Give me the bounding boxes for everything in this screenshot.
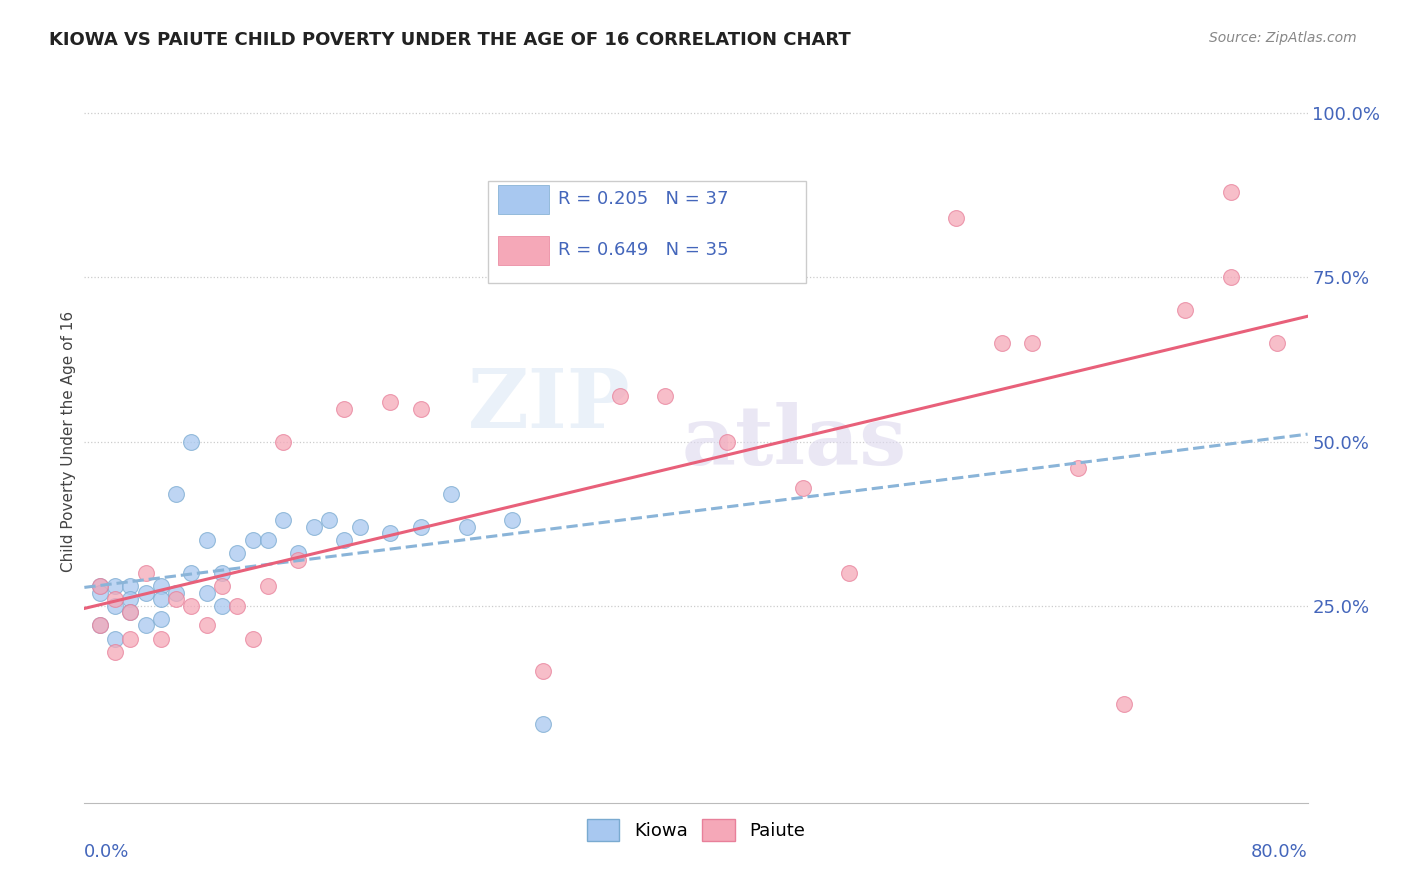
Point (257, 579, 280, 593)
Text: R = 0.649   N = 35: R = 0.649 N = 35 (558, 241, 728, 259)
Point (716, 434, 738, 449)
Point (609, 388, 631, 402)
Point (180, 566, 202, 580)
Point (165, 585, 187, 599)
Text: 80.0%: 80.0% (1251, 843, 1308, 861)
Point (120, 592, 142, 607)
Point (991, 336, 1014, 351)
Point (149, 632, 172, 646)
Point (89, 618, 111, 632)
Point (271, 513, 294, 527)
Point (333, 401, 356, 416)
Point (440, 487, 463, 501)
Point (120, 632, 142, 646)
Point (271, 434, 294, 449)
Point (89, 579, 111, 593)
Point (242, 632, 264, 646)
Point (1220, 185, 1243, 199)
FancyBboxPatch shape (498, 185, 550, 214)
Point (149, 612, 172, 626)
Point (318, 513, 340, 527)
Point (149, 592, 172, 607)
Point (242, 533, 264, 547)
Point (104, 592, 127, 607)
Point (654, 388, 676, 402)
Point (1114, 698, 1136, 712)
Point (180, 599, 202, 613)
Point (104, 599, 127, 613)
Point (180, 434, 202, 449)
Point (226, 546, 249, 560)
Point (945, 211, 967, 226)
Point (792, 481, 814, 495)
Point (1067, 460, 1090, 475)
Point (104, 632, 127, 646)
Point (165, 592, 187, 607)
Text: KIOWA VS PAIUTE CHILD POVERTY UNDER THE AGE OF 16 CORRELATION CHART: KIOWA VS PAIUTE CHILD POVERTY UNDER THE … (49, 31, 851, 49)
Point (1021, 336, 1043, 351)
Point (456, 520, 478, 534)
Point (287, 546, 309, 560)
Point (135, 566, 157, 580)
Point (195, 533, 218, 547)
Point (302, 520, 325, 534)
Point (195, 618, 218, 632)
Point (1174, 303, 1197, 318)
Text: Source: ZipAtlas.com: Source: ZipAtlas.com (1209, 31, 1357, 45)
Point (211, 579, 233, 593)
Point (165, 487, 187, 501)
Legend: Kiowa, Paiute: Kiowa, Paiute (579, 812, 813, 848)
Point (838, 566, 860, 580)
Point (531, 665, 554, 679)
Point (257, 533, 280, 547)
Point (149, 579, 172, 593)
Text: 0.0%: 0.0% (84, 843, 129, 861)
Point (349, 520, 371, 534)
Point (135, 618, 157, 632)
Point (1220, 270, 1243, 285)
Point (135, 585, 157, 599)
Point (287, 553, 309, 567)
Point (333, 533, 356, 547)
Point (120, 579, 142, 593)
Point (120, 605, 142, 619)
Point (89, 618, 111, 632)
Point (380, 526, 402, 541)
Text: R = 0.205   N = 37: R = 0.205 N = 37 (558, 191, 728, 209)
Text: ZIP: ZIP (468, 366, 630, 445)
Point (120, 605, 142, 619)
FancyBboxPatch shape (498, 235, 550, 265)
Point (380, 395, 402, 409)
Point (211, 566, 233, 580)
Point (104, 645, 127, 659)
Point (226, 599, 249, 613)
Point (502, 513, 524, 527)
Point (89, 579, 111, 593)
Point (1265, 336, 1288, 351)
Text: atlas: atlas (682, 401, 907, 482)
Point (409, 520, 432, 534)
Point (89, 585, 111, 599)
Point (195, 585, 218, 599)
Point (409, 401, 432, 416)
Point (104, 579, 127, 593)
Point (531, 717, 554, 731)
FancyBboxPatch shape (488, 181, 806, 283)
Point (211, 599, 233, 613)
Y-axis label: Child Poverty Under the Age of 16: Child Poverty Under the Age of 16 (60, 311, 76, 572)
